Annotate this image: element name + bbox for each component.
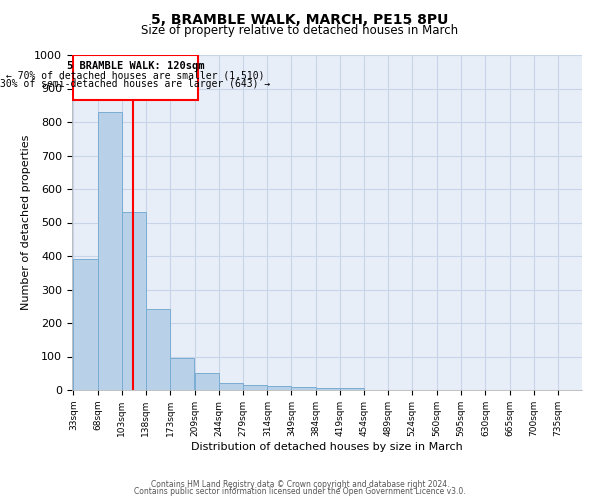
Bar [340,388,364,390]
Text: ← 70% of detached houses are smaller (1,510): ← 70% of detached houses are smaller (1,… [6,70,265,80]
Text: 30% of semi-detached houses are larger (643) →: 30% of semi-detached houses are larger (… [0,80,271,90]
Bar [268,386,292,390]
X-axis label: Distribution of detached houses by size in March: Distribution of detached houses by size … [191,442,463,452]
Text: 5, BRAMBLE WALK, MARCH, PE15 8PU: 5, BRAMBLE WALK, MARCH, PE15 8PU [151,12,449,26]
Text: Contains HM Land Registry data © Crown copyright and database right 2024.: Contains HM Land Registry data © Crown c… [151,480,449,489]
Y-axis label: Number of detached properties: Number of detached properties [22,135,32,310]
Bar [73,55,198,100]
Bar [243,385,268,390]
Bar [122,212,146,390]
Text: Size of property relative to detached houses in March: Size of property relative to detached ho… [142,24,458,37]
Bar [316,388,340,390]
Bar [292,388,316,390]
Text: Contains public sector information licensed under the Open Government Licence v3: Contains public sector information licen… [134,487,466,496]
Bar [195,373,219,390]
Bar [73,260,98,390]
Bar [98,112,122,390]
Bar [170,358,194,390]
Bar [219,384,243,390]
Bar [146,308,170,390]
Text: 5 BRAMBLE WALK: 120sqm: 5 BRAMBLE WALK: 120sqm [67,60,204,70]
